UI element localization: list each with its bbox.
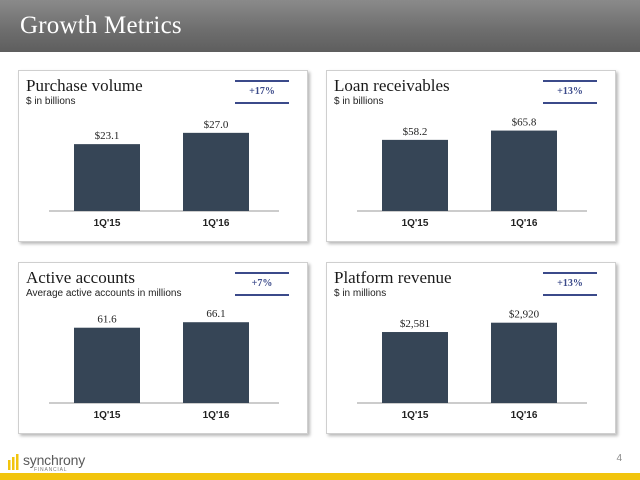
growth-badge: +13% — [543, 80, 597, 104]
bar-1 — [491, 322, 557, 403]
chart-plot: $2,581 1Q'15 $2,920 1Q'16 — [357, 309, 587, 421]
bar-value-label: 66.1 — [206, 308, 225, 320]
bar-0 — [382, 139, 448, 211]
category-label: 1Q'16 — [203, 410, 230, 421]
bar-value-label: $2,920 — [509, 309, 540, 321]
chart-panel-platform-revenue: Platform revenue $ in millions +13% $2,5… — [326, 262, 616, 434]
chart-title: Purchase volume — [26, 76, 143, 95]
chart-subtitle: $ in billions — [334, 96, 384, 107]
chart-plot: $58.2 1Q'15 $65.8 1Q'16 — [357, 117, 587, 229]
category-label: 1Q'16 — [511, 410, 538, 421]
category-label: 1Q'16 — [511, 218, 538, 229]
bar-value-label: 61.6 — [97, 314, 117, 326]
bar-1 — [491, 130, 557, 211]
page-title: Growth Metrics — [20, 12, 182, 39]
bar-0 — [74, 144, 140, 211]
logo-icon — [8, 454, 19, 470]
growth-badge: +17% — [235, 80, 289, 104]
title-bar: Growth Metrics — [0, 0, 640, 52]
bar-0 — [382, 332, 448, 403]
bar-value-label: $27.0 — [204, 119, 229, 131]
category-label: 1Q'15 — [402, 410, 429, 421]
chart-title: Platform revenue — [334, 268, 452, 287]
bar-1 — [183, 132, 249, 211]
category-label: 1Q'16 — [203, 218, 230, 229]
bar-1 — [183, 322, 249, 403]
chart-plot: 61.6 1Q'15 66.1 1Q'16 — [49, 308, 279, 421]
category-label: 1Q'15 — [94, 410, 121, 421]
chart-subtitle: $ in billions — [26, 96, 76, 107]
chart-title: Loan receivables — [334, 76, 450, 95]
chart-panel-purchase-volume: Purchase volume $ in billions +17% $23.1… — [18, 70, 308, 242]
chart-subtitle: Average active accounts in millions — [26, 288, 182, 299]
chart-plot: $23.1 1Q'15 $27.0 1Q'16 — [49, 119, 279, 229]
growth-badge: +13% — [543, 272, 597, 296]
bar-value-label: $2,581 — [400, 318, 430, 330]
footer-accent-bar — [0, 473, 640, 480]
logo-wordmark: synchrony — [23, 452, 86, 468]
bar-0 — [74, 327, 140, 403]
page-number: 4 — [616, 453, 622, 464]
growth-badge: +7% — [235, 272, 289, 296]
category-label: 1Q'15 — [402, 218, 429, 229]
chart-title: Active accounts — [26, 268, 136, 287]
bar-value-label: $65.8 — [512, 117, 537, 129]
chart-subtitle: $ in millions — [334, 288, 387, 299]
category-label: 1Q'15 — [94, 218, 121, 229]
chart-panel-loan-receivables: Loan receivables $ in billions +13% $58.… — [326, 70, 616, 242]
bar-value-label: $58.2 — [403, 126, 428, 138]
logo-tagline: FINANCIAL — [34, 467, 68, 473]
chart-panel-active-accounts: Active accounts Average active accounts … — [18, 262, 308, 434]
company-logo: synchrony FINANCIAL — [8, 452, 98, 473]
bar-value-label: $23.1 — [95, 130, 120, 142]
